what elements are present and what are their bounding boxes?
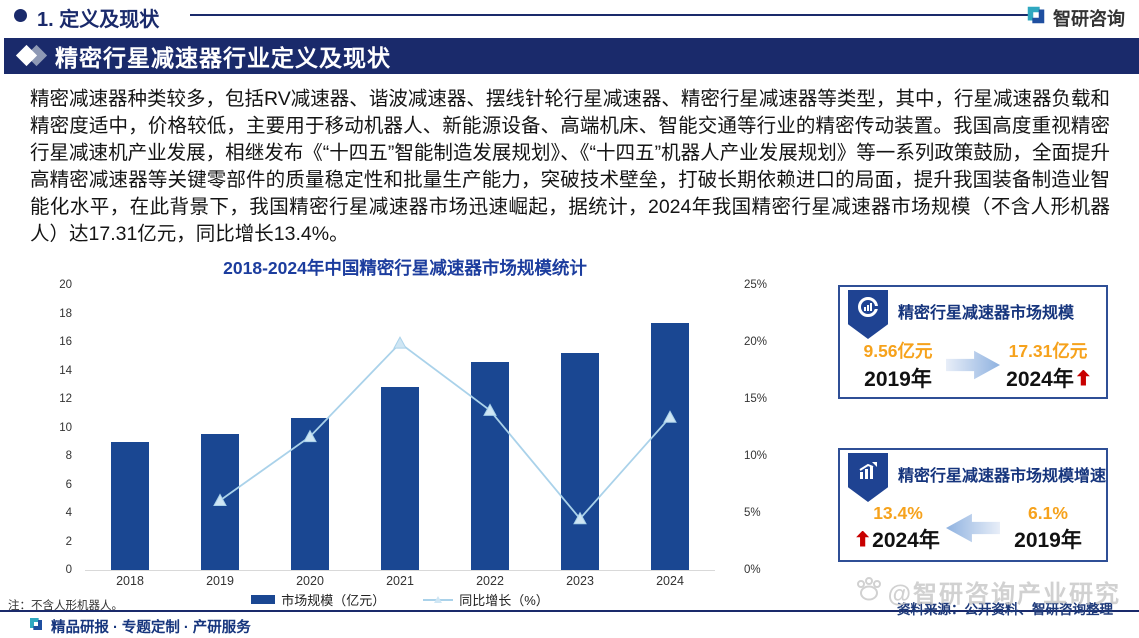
bar-2018 — [111, 441, 149, 570]
paw-icon — [854, 574, 884, 609]
stat-year: 2024年 — [850, 524, 946, 554]
up-arrow-icon — [1076, 369, 1090, 386]
shield-badge-icon — [848, 290, 888, 339]
right-tick-label: 15% — [744, 393, 768, 405]
card-left-stat: 13.4% 2024年 — [850, 503, 946, 554]
footer: 精品研报 · 专题定制 · 产研服务 — [28, 616, 251, 637]
footer-divider — [0, 610, 1139, 612]
stat-value: 9.56亿元 — [863, 340, 933, 361]
line-swatch-icon — [423, 595, 454, 603]
stat-year: 2019年 — [1014, 528, 1082, 552]
left-tick-label: 4 — [65, 507, 72, 519]
brand-logo: 智研咨询 — [1025, 4, 1125, 31]
chart-left-axis: 0 2 4 6 8 10 12 14 16 18 20 — [30, 279, 78, 576]
left-tick-label: 10 — [59, 421, 72, 434]
x-tick-label: 2021 — [386, 574, 414, 588]
stat-value: 13.4% — [873, 502, 923, 523]
left-tick-label: 14 — [59, 364, 72, 377]
card-title: 精密行星减速器市场规模增速 — [898, 468, 1107, 485]
x-tick-label: 2019 — [206, 574, 234, 588]
up-arrow-icon — [856, 530, 870, 547]
card-left-stat: 9.56亿元 2019年 — [850, 338, 946, 393]
right-tick-label: 0% — [744, 564, 761, 576]
arrow-right-icon — [946, 350, 1000, 380]
card-title: 精密行星减速器市场规模 — [898, 305, 1075, 322]
source-line: 资料来源：公开资料、智研咨询整理 — [897, 602, 1113, 617]
arrow-left-icon — [946, 511, 1000, 545]
x-tick-label: 2020 — [296, 574, 324, 588]
stat-year: 2024年 — [1000, 363, 1096, 393]
footer-logo-icon — [28, 616, 44, 637]
left-tick-label: 6 — [65, 478, 72, 491]
brand-name: 智研咨询 — [1053, 8, 1125, 29]
section-label: 1. 定义及现状 — [37, 9, 160, 31]
left-tick-label: 12 — [59, 393, 72, 405]
chart-title: 2018-2024年中国精密行星减速器市场规模统计 — [223, 258, 587, 278]
x-tick-label: 2023 — [566, 574, 594, 588]
diamond-icon — [15, 43, 51, 69]
right-tick-label: 20% — [744, 336, 768, 348]
bar-2020 — [291, 417, 329, 570]
intro-paragraph: 精密减速器种类较多，包括RV减速器、谐波减速器、摆线针轮行星减速器、精密行星减速… — [30, 88, 1110, 245]
section-bullet-icon — [14, 9, 27, 22]
chart-plot — [85, 285, 715, 571]
growth-line — [213, 336, 677, 525]
left-tick-label: 0 — [65, 564, 72, 576]
legend-label-line: 同比增长（%） — [459, 593, 549, 608]
banner: 精密行星减速器行业定义及现状 — [4, 38, 1139, 74]
brand-logo-icon — [1025, 4, 1047, 31]
bar-2023 — [561, 352, 599, 570]
card-right-stat: 6.1% 2019年 — [1000, 503, 1096, 554]
x-tick-label: 2022 — [476, 574, 504, 588]
bar-swatch-icon — [251, 595, 276, 604]
bar-2021 — [381, 387, 419, 570]
stat-value: 17.31亿元 — [1008, 340, 1088, 361]
chart-x-axis: 2018 2019 2020 2021 2022 2023 2024 — [85, 574, 715, 590]
stat-value: 6.1% — [1028, 502, 1068, 523]
chart-legend: 市场规模（亿元） 同比增长（%） — [85, 590, 715, 609]
stat-card-growth-rate: 精密行星减速器市场规模增速 13.4% 2024年 6.1% 2019年 — [838, 448, 1108, 562]
legend-item-bar: 市场规模（亿元） — [251, 590, 385, 609]
x-tick-label: 2024 — [656, 574, 684, 588]
left-tick-label: 20 — [59, 279, 72, 291]
right-tick-label: 25% — [744, 279, 768, 291]
left-tick-label: 18 — [59, 307, 72, 320]
left-tick-label: 8 — [65, 450, 72, 462]
chart-right-axis: 0% 5% 10% 15% 20% 25% — [740, 279, 790, 576]
chart-note: 注：不含人形机器人。 — [8, 600, 123, 612]
right-tick-label: 5% — [744, 507, 761, 519]
bar-2024 — [651, 323, 689, 570]
header-divider — [190, 14, 1033, 16]
left-tick-label: 2 — [65, 535, 72, 548]
shield-badge-icon — [848, 453, 888, 502]
legend-label-bar: 市场规模（亿元） — [281, 593, 386, 608]
banner-title: 精密行星减速器行业定义及现状 — [55, 45, 391, 71]
stat-year: 2019年 — [864, 367, 932, 391]
footer-tagline: 精品研报 · 专题定制 · 产研服务 — [51, 620, 251, 636]
card-right-stat: 17.31亿元 2024年 — [1000, 338, 1096, 393]
x-tick-label: 2018 — [116, 574, 144, 588]
stat-card-market-size: 精密行星减速器市场规模 9.56亿元 2019年 17.31亿元 2024年 — [838, 285, 1108, 399]
left-tick-label: 16 — [59, 336, 72, 348]
legend-item-line: 同比增长（%） — [423, 590, 549, 609]
bar-2022 — [471, 361, 509, 570]
right-tick-label: 10% — [744, 450, 768, 462]
